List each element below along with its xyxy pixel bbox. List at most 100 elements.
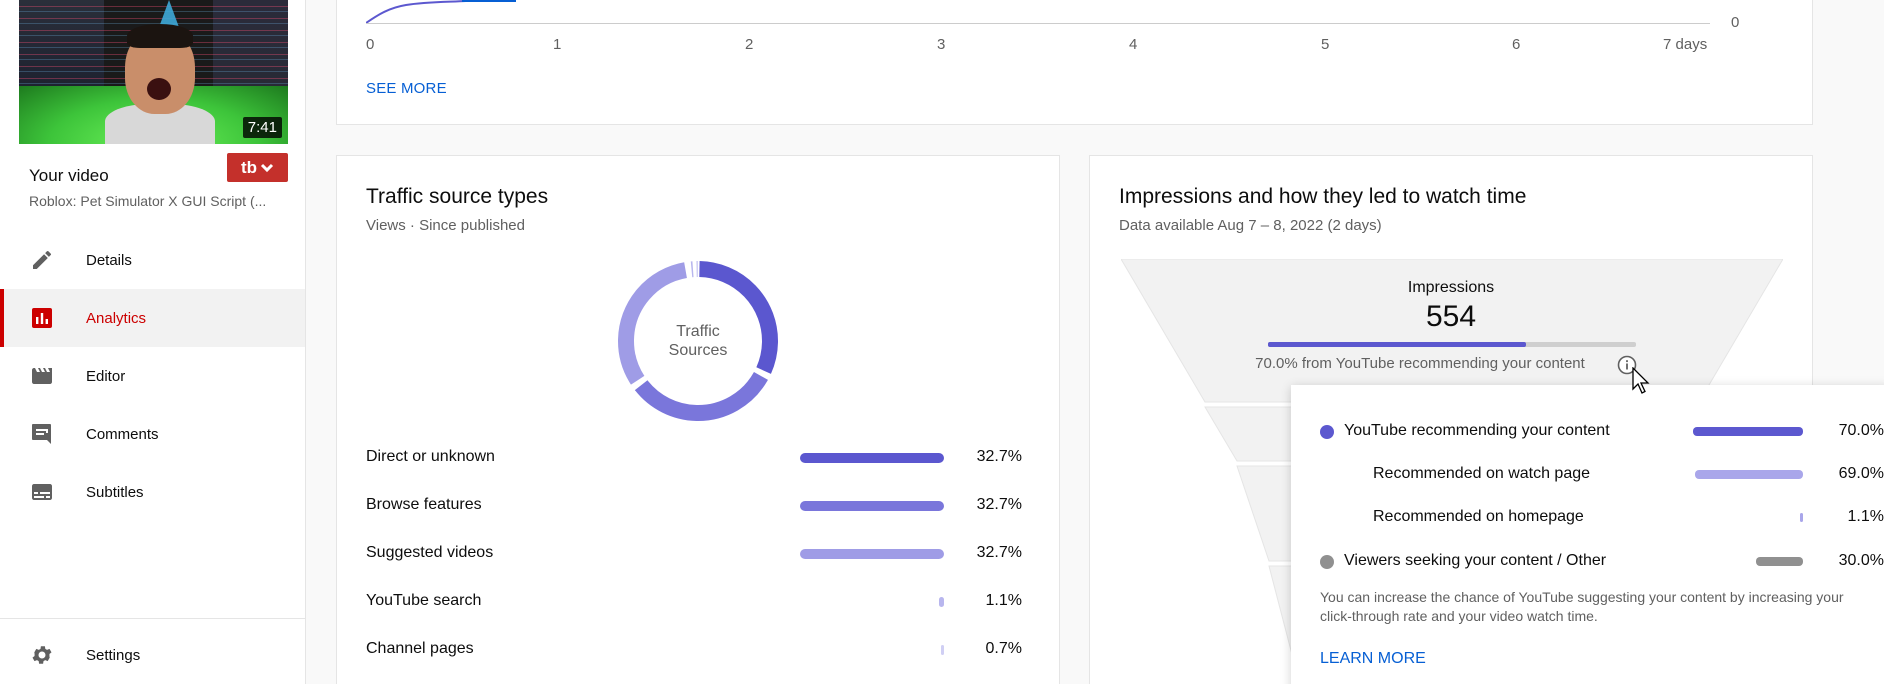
pencil-icon [33,250,52,269]
x-tick: 1 [553,36,562,53]
nav-label-editor: Editor [86,367,126,385]
tooltip-row-value: 70.0% [1838,422,1884,439]
info-icon[interactable] [1617,355,1637,375]
impressions-card-title: Impressions and how they led to watch ti… [1119,185,1527,208]
thumbnail-person-hair [127,24,193,48]
x-tick: 3 [937,36,946,53]
chart-x-axis [366,23,1710,24]
nav-item-editor[interactable]: Editor [0,347,305,405]
analytics-icon [32,308,52,328]
tooltip-row-bar [1693,427,1803,436]
traffic-source-row: Channel pages 0.7% [366,638,1022,662]
realtime-chart-card [336,0,1813,125]
nav-label-details: Details [86,251,132,269]
video-thumbnail[interactable]: 7:41 [19,0,288,144]
nav-item-settings[interactable]: Settings [0,626,305,684]
traffic-source-label: Direct or unknown [366,448,495,465]
x-tick: 7 days [1663,36,1708,53]
tooltip-row-label: YouTube recommending your content [1344,422,1610,439]
nav-label-analytics: Analytics [86,309,147,327]
tooltip-row-label: Recommended on homepage [1373,508,1584,525]
nav-label-settings: Settings [86,646,141,664]
donut-segment[interactable] [618,261,778,421]
nav-item-subtitles[interactable]: Subtitles [0,463,305,521]
legend-dot [1320,555,1334,569]
nav-label-comments: Comments [86,425,159,443]
see-more-link[interactable]: SEE MORE [366,80,447,97]
impressions-label: Impressions [1407,279,1495,296]
traffic-source-value: 32.7% [976,448,1022,465]
sidebar-divider [0,618,305,619]
legend-dot [1320,425,1334,439]
donut-segment[interactable] [618,261,778,421]
tooltip-row: Recommended on homepage 1.1% [1291,505,1884,529]
traffic-source-label: Browse features [366,496,482,513]
tooltip-row: Recommended on watch page 69.0% [1291,462,1884,486]
traffic-source-value: 0.7% [985,640,1022,657]
tooltip-row: Viewers seeking your content / Other 30.0… [1291,549,1884,573]
sidebar: 7:41 tb Your video Roblox: Pet Simulator… [0,0,306,684]
traffic-source-row: Direct or unknown 32.7% [366,446,1022,470]
subtitles-icon [32,484,52,500]
tooltip-row-label: Viewers seeking your content / Other [1344,552,1607,569]
clapperboard-icon [32,368,52,384]
video-title[interactable]: Roblox: Pet Simulator X GUI Script (... [29,193,267,209]
impressions-note: 70.0% from YouTube recommending your con… [1255,355,1585,372]
tooltip-row-bar [1800,513,1803,522]
impressions-bar [1268,342,1636,347]
learn-more-link[interactable]: LEARN MORE [1320,650,1426,667]
x-tick: 2 [745,36,754,53]
traffic-source-bar [800,549,944,559]
chevron-down-icon [260,163,274,172]
mouse-cursor-icon [1632,367,1650,394]
tooltip-row-value: 30.0% [1838,552,1884,569]
tooltip-row-bar [1694,470,1803,479]
tubebuddy-button[interactable]: tb [227,153,288,182]
tooltip-row-bar [1755,557,1803,566]
recommendation-tooltip: YouTube recommending your content 70.0% Re… [1291,385,1884,684]
x-tick: 6 [1512,36,1521,53]
traffic-card-title: Traffic source types [366,185,549,208]
traffic-source-value: 32.7% [976,544,1022,561]
traffic-source-bar [800,453,944,463]
donut-label-line2: Sources [668,342,728,359]
traffic-source-row: Suggested videos 32.7% [366,542,1022,566]
tooltip-description: You can increase the chance of YouTube s… [1320,589,1844,624]
traffic-card-subtitle: Views · Since published [366,217,525,234]
traffic-donut-chart [618,261,778,421]
nav-item-details[interactable]: Details [0,231,305,289]
traffic-source-row: Browse features 32.7% [366,494,1022,518]
gear-icon [32,646,52,664]
tubebuddy-label: tb [240,157,258,177]
tooltip-row-label: Recommended on watch page [1373,465,1591,482]
y-axis-value: 0 [1731,14,1740,31]
tooltip-row-value: 69.0% [1838,465,1884,482]
traffic-source-bar [800,501,944,511]
traffic-source-label: Channel pages [366,640,474,657]
x-tick: 5 [1321,36,1330,53]
impressions-bar-fill [1268,342,1526,347]
x-tick: 0 [366,36,375,53]
views-line [366,0,516,24]
traffic-source-value: 1.1% [985,592,1022,609]
donut-label-line1: Traffic [676,323,720,340]
impressions-value: 554 [1425,300,1477,333]
nav-item-comments[interactable]: Comments [0,405,305,463]
tooltip-row-value: 1.1% [1847,508,1884,525]
x-tick: 4 [1129,36,1138,53]
traffic-source-bar [940,645,944,655]
impressions-card-subtitle: Data available Aug 7 – 8, 2022 (2 days) [1119,217,1382,234]
thumbnail-person-mouth [147,78,171,100]
donut-center-label: Traffic Sources [648,322,748,360]
nav-label-subtitles: Subtitles [86,483,144,501]
traffic-source-value: 32.7% [976,496,1022,513]
traffic-source-bar [939,597,944,607]
traffic-source-label: YouTube search [366,592,482,609]
tooltip-row: YouTube recommending your content 70.0% [1291,419,1884,443]
video-duration: 7:41 [242,117,282,138]
traffic-source-label: Suggested videos [366,544,494,561]
comment-icon [32,424,51,444]
nav-item-analytics[interactable]: Analytics [0,289,305,347]
traffic-source-row: YouTube search 1.1% [366,590,1022,614]
your-video-label: Your video [29,166,109,185]
